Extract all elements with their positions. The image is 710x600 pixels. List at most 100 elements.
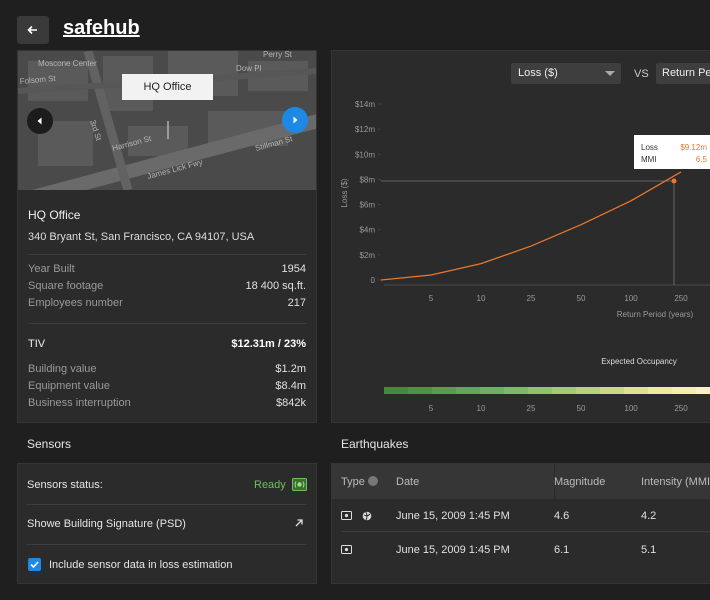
external-icon[interactable] bbox=[294, 518, 304, 528]
table-cell: June 15, 2009 1:45 PM bbox=[396, 544, 510, 556]
occupancy-tick: 10 bbox=[477, 404, 486, 413]
tooltip-value: $9.12m bbox=[680, 143, 707, 152]
occupancy-segment bbox=[504, 387, 528, 394]
occupancy-segment bbox=[576, 387, 600, 394]
x-tick-label: 10 bbox=[477, 294, 486, 303]
app-title: safehub bbox=[63, 17, 140, 39]
info-label: Square footage bbox=[28, 280, 104, 292]
building-card: Folsom St 3rd St Harrison St James Lick Fwy… bbox=[17, 50, 317, 423]
info-value: 18 400 sq.ft. bbox=[245, 280, 306, 292]
y-tick-label: $14m bbox=[355, 100, 375, 109]
occupancy-segment bbox=[552, 387, 576, 394]
info-label: Equipment value bbox=[28, 380, 110, 392]
y-tick-label: $8m bbox=[359, 175, 375, 184]
tooltip-label: MMI bbox=[641, 155, 657, 164]
building-name: HQ Office bbox=[28, 208, 81, 222]
back-icon bbox=[27, 25, 37, 35]
sensor-glyph bbox=[341, 545, 352, 554]
next-icon bbox=[293, 116, 298, 124]
info-label: Building value bbox=[28, 363, 97, 375]
occupancy-title: Expected Occupancy bbox=[601, 357, 677, 366]
divider bbox=[27, 504, 307, 505]
info-value: 217 bbox=[287, 297, 306, 309]
metric-value: Loss ($) bbox=[518, 67, 558, 79]
occupancy-segment bbox=[456, 387, 480, 394]
info-value: $1.2m bbox=[275, 363, 306, 375]
signature-link[interactable]: Showe Building Signature (PSD) bbox=[27, 518, 186, 530]
info-label: Business interruption bbox=[28, 397, 131, 409]
x-tick-label: 250 bbox=[674, 294, 688, 303]
tooltip-label: Loss bbox=[641, 143, 658, 152]
table-cell: 4.6 bbox=[554, 510, 570, 522]
info-row: Building value $1.2m bbox=[28, 363, 306, 379]
status-label: Sensors status: bbox=[27, 479, 103, 491]
occupancy-segment bbox=[648, 387, 672, 394]
divider bbox=[28, 254, 306, 255]
tooltip bbox=[634, 135, 710, 169]
table-cell: 6.1 bbox=[554, 544, 570, 556]
checkbox[interactable] bbox=[28, 558, 41, 571]
divider bbox=[28, 323, 306, 324]
info-row: Year Built 1954 bbox=[28, 263, 306, 279]
info-row: Square footage 18 400 sq.ft. bbox=[28, 280, 306, 296]
info-value: $8.4m bbox=[275, 380, 306, 392]
metric-dropdown[interactable]: Loss ($) bbox=[511, 63, 621, 84]
column-header: Type bbox=[341, 476, 365, 488]
sensors-card: Sensors status: Ready Showe Building Sig… bbox=[17, 463, 317, 584]
x-axis-label: Return Period (years) bbox=[617, 310, 694, 319]
column-header: Magnitude bbox=[554, 476, 606, 488]
sensor-icon bbox=[292, 478, 307, 491]
back-button[interactable] bbox=[17, 16, 49, 44]
table-cell: 4.2 bbox=[641, 510, 657, 522]
x-tick-label: 100 bbox=[624, 294, 638, 303]
prev-icon bbox=[37, 117, 42, 125]
occupancy-tick: 100 bbox=[624, 404, 638, 413]
y-tick-label: $4m bbox=[359, 226, 375, 235]
column-divider bbox=[554, 464, 555, 499]
table-header bbox=[332, 464, 710, 499]
compare-value: Return Period bbox=[662, 67, 710, 79]
table-cell: 5.1 bbox=[641, 544, 657, 556]
y-tick-label: 0 bbox=[371, 276, 376, 285]
info-row: Employees number 217 bbox=[28, 297, 306, 313]
map-prev[interactable] bbox=[27, 108, 53, 134]
info-value: 1954 bbox=[281, 263, 306, 275]
map-next[interactable] bbox=[282, 107, 308, 133]
building-address: 340 Bryant St, San Francisco, CA 94107, … bbox=[28, 231, 255, 243]
occupancy-segment bbox=[696, 387, 710, 394]
occupancy-segment bbox=[672, 387, 696, 394]
y-tick-label: $2m bbox=[359, 251, 375, 260]
y-axis-label: Loss ($) bbox=[340, 178, 349, 207]
info-label: Employees number bbox=[28, 297, 123, 309]
occupancy-segment bbox=[384, 387, 408, 394]
occupancy-segment bbox=[528, 387, 552, 394]
loss-line bbox=[380, 171, 682, 281]
street-label: Perry St bbox=[263, 51, 293, 59]
map-popup: HQ Office bbox=[122, 74, 213, 100]
x-tick-label: 5 bbox=[429, 294, 434, 303]
loss-chart: 0 $2m $4m $6m $8m $10m $12m $14m 5 10 25 50 100 250 Lo… bbox=[340, 100, 710, 413]
compare-dropdown[interactable]: Return Period bbox=[656, 63, 710, 84]
occupancy-segment bbox=[432, 387, 456, 394]
occupancy-tick: 25 bbox=[527, 404, 536, 413]
tiv-label: TIV bbox=[28, 338, 46, 350]
sensor-type-icon bbox=[341, 511, 352, 523]
occupancy-segment bbox=[408, 387, 432, 394]
x-tick-label: 25 bbox=[527, 294, 536, 303]
street-label: Moscone Center bbox=[38, 59, 97, 68]
occupancy-segment bbox=[600, 387, 624, 394]
chart-card: Loss ($) VS Return Period 0 $2m $4m $6m $8m $… bbox=[331, 50, 710, 423]
tiv-row: TIV $12.31m / 23% bbox=[28, 338, 306, 354]
include-label: Include sensor data in loss estimation bbox=[49, 559, 233, 571]
help-icon[interactable] bbox=[368, 476, 378, 486]
occupancy-tick: 5 bbox=[429, 404, 434, 413]
y-tick-label: $10m bbox=[355, 150, 375, 159]
info-row: Business interruption $842k bbox=[28, 397, 306, 413]
y-tick-label: $12m bbox=[355, 125, 375, 134]
info-value: $842k bbox=[276, 397, 306, 409]
tiv-value: $12.31m / 23% bbox=[231, 338, 306, 350]
status-value: Ready bbox=[254, 479, 286, 491]
street-label: Folsom St bbox=[19, 74, 56, 86]
